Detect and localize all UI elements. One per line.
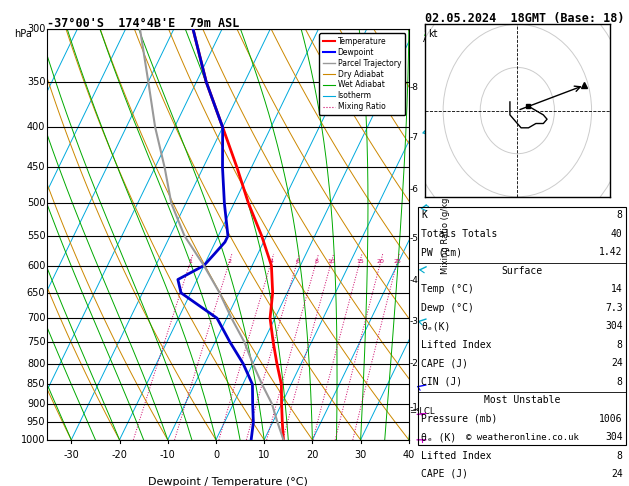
Text: Surface: Surface	[501, 266, 543, 276]
Text: Most Unstable: Most Unstable	[484, 395, 560, 405]
Text: 24: 24	[611, 469, 623, 479]
Text: -1: -1	[409, 403, 418, 412]
Text: kt: kt	[428, 30, 438, 39]
Text: 14: 14	[611, 284, 623, 295]
Text: 304: 304	[605, 432, 623, 442]
Text: 02.05.2024  18GMT (Base: 18): 02.05.2024 18GMT (Base: 18)	[425, 12, 624, 25]
Text: © weatheronline.co.uk: © weatheronline.co.uk	[465, 433, 579, 442]
Text: 700: 700	[27, 313, 45, 323]
Text: -2: -2	[409, 359, 418, 368]
Text: θₑ (K): θₑ (K)	[421, 432, 457, 442]
Text: 8: 8	[314, 259, 318, 264]
Text: 10: 10	[328, 259, 335, 264]
Text: 900: 900	[27, 399, 45, 409]
Text: -3: -3	[409, 317, 418, 326]
Text: -8: -8	[409, 83, 418, 92]
Text: 30: 30	[355, 450, 367, 460]
Text: 8: 8	[617, 377, 623, 387]
Text: 850: 850	[27, 380, 45, 389]
Text: 400: 400	[27, 122, 45, 132]
Text: 24: 24	[611, 358, 623, 368]
Text: 350: 350	[27, 77, 45, 87]
Text: 750: 750	[27, 337, 45, 347]
Text: 20: 20	[377, 259, 385, 264]
Text: 40: 40	[611, 229, 623, 239]
Text: 20: 20	[306, 450, 319, 460]
Text: Lifted Index: Lifted Index	[421, 340, 492, 350]
Text: 0: 0	[213, 450, 219, 460]
Text: 8: 8	[617, 210, 623, 221]
Text: =¹LCL: =¹LCL	[409, 407, 435, 416]
Text: 450: 450	[27, 162, 45, 173]
Text: -4: -4	[409, 276, 418, 285]
Text: 8: 8	[617, 340, 623, 350]
Text: PW (cm): PW (cm)	[421, 247, 462, 258]
Text: 10: 10	[258, 450, 270, 460]
Text: 600: 600	[27, 260, 45, 271]
Text: 15: 15	[356, 259, 364, 264]
Text: Totals Totals: Totals Totals	[421, 229, 498, 239]
Text: 650: 650	[27, 288, 45, 298]
Text: 300: 300	[27, 24, 45, 34]
Text: hPa: hPa	[14, 29, 33, 39]
Text: 1006: 1006	[599, 414, 623, 424]
Text: Temp (°C): Temp (°C)	[421, 284, 474, 295]
Text: -7: -7	[409, 133, 418, 142]
Text: 1: 1	[189, 259, 192, 264]
Text: Dewpoint / Temperature (°C): Dewpoint / Temperature (°C)	[148, 477, 308, 486]
Text: Dewp (°C): Dewp (°C)	[421, 303, 474, 313]
Text: 1000: 1000	[21, 435, 45, 445]
Text: 550: 550	[27, 231, 45, 241]
Text: 2: 2	[228, 259, 231, 264]
Text: 950: 950	[27, 417, 45, 427]
Text: K: K	[421, 210, 427, 221]
Text: Lifted Index: Lifted Index	[421, 451, 492, 461]
Text: 500: 500	[27, 198, 45, 208]
Text: -5: -5	[409, 234, 418, 243]
Text: -30: -30	[64, 450, 79, 460]
Text: 800: 800	[27, 359, 45, 369]
Text: -6: -6	[409, 185, 418, 194]
Text: 1.42: 1.42	[599, 247, 623, 258]
Text: 4: 4	[269, 259, 274, 264]
Text: -37°00'S  174°4B'E  79m ASL: -37°00'S 174°4B'E 79m ASL	[47, 17, 240, 30]
Text: 8: 8	[617, 451, 623, 461]
Text: θₑ(K): θₑ(K)	[421, 321, 451, 331]
Text: -20: -20	[111, 450, 128, 460]
Text: CAPE (J): CAPE (J)	[421, 358, 469, 368]
Text: -10: -10	[160, 450, 175, 460]
Text: km
ASL: km ASL	[423, 25, 440, 44]
Text: 6: 6	[296, 259, 299, 264]
Text: 25: 25	[393, 259, 401, 264]
Text: Pressure (mb): Pressure (mb)	[421, 414, 498, 424]
Text: CAPE (J): CAPE (J)	[421, 469, 469, 479]
Text: CIN (J): CIN (J)	[421, 377, 462, 387]
Text: 7.3: 7.3	[605, 303, 623, 313]
Text: Mixing Ratio (g/kg): Mixing Ratio (g/kg)	[442, 195, 450, 274]
Legend: Temperature, Dewpoint, Parcel Trajectory, Dry Adiabat, Wet Adiabat, Isotherm, Mi: Temperature, Dewpoint, Parcel Trajectory…	[320, 33, 405, 115]
Text: 40: 40	[403, 450, 415, 460]
Text: 304: 304	[605, 321, 623, 331]
